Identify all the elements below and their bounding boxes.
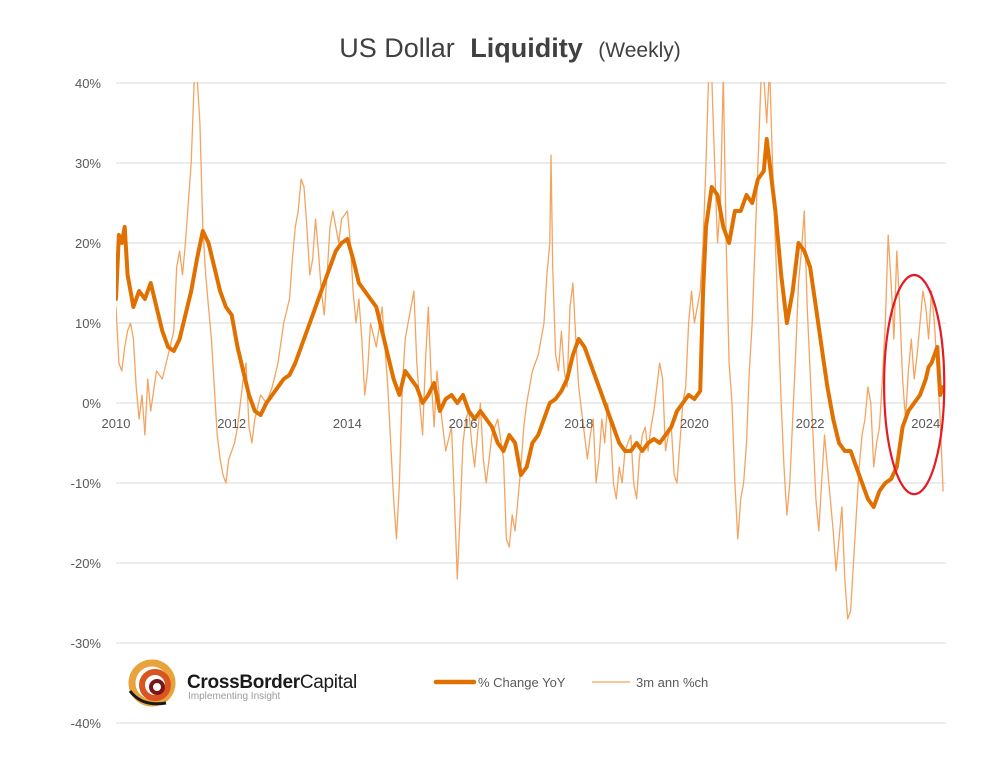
x-axis-tick-labels: 2010 2012 2014 2016 2018 2020 2022 2024 xyxy=(102,416,941,431)
y-tick-label: 30% xyxy=(75,156,101,171)
logo-ring-inner-icon xyxy=(149,679,165,695)
annotation-layer xyxy=(883,273,946,496)
x-tick-label: 2014 xyxy=(333,416,362,431)
y-tick-label: -30% xyxy=(71,636,102,651)
series-line-1 xyxy=(116,82,944,620)
x-tick-label: 2012 xyxy=(217,416,246,431)
logo-wordmark: CrossBorderCapital xyxy=(187,672,357,693)
chart-title: US Dollar Liquidity (Weekly) xyxy=(339,33,681,63)
logo-swoosh-icon xyxy=(128,690,167,706)
series-lines xyxy=(116,82,946,620)
logo-tagline: Implementing Insight xyxy=(188,691,280,702)
y-tick-label: -40% xyxy=(71,716,102,731)
legend-label-3m: 3m ann %ch xyxy=(636,675,708,690)
y-axis-tick-labels: 40% 30% 20% 10% 0% -10% -20% -30% -40% xyxy=(71,76,102,731)
legend: % Change YoY 3m ann %ch xyxy=(433,675,708,690)
title-emphasis: Liquidity xyxy=(470,33,582,63)
x-tick-label: 2016 xyxy=(449,416,478,431)
crossborder-logo xyxy=(128,659,176,707)
y-tick-label: 0% xyxy=(82,396,101,411)
logo-ring-mid-icon xyxy=(139,669,171,701)
x-tick-label: 2010 xyxy=(102,416,131,431)
y-tick-label: 10% xyxy=(75,316,101,331)
x-tick-label: 2018 xyxy=(564,416,593,431)
logo-name-bold: CrossBorder xyxy=(187,672,301,693)
y-tick-label: -10% xyxy=(71,476,102,491)
title-prefix: US Dollar xyxy=(339,33,455,63)
highlight-ellipse xyxy=(883,273,946,496)
y-tick-label: 20% xyxy=(75,236,101,251)
title-suffix: (Weekly) xyxy=(598,39,680,62)
y-tick-label: 40% xyxy=(75,76,101,91)
x-tick-label: 2022 xyxy=(796,416,825,431)
legend-label-yoy: % Change YoY xyxy=(478,675,566,690)
gridlines xyxy=(116,82,946,724)
x-tick-label: 2024 xyxy=(911,416,940,431)
logo-name-regular: Capital xyxy=(300,672,357,693)
y-tick-label: -20% xyxy=(71,556,102,571)
series-line-0 xyxy=(116,137,946,509)
x-tick-label: 2020 xyxy=(680,416,709,431)
